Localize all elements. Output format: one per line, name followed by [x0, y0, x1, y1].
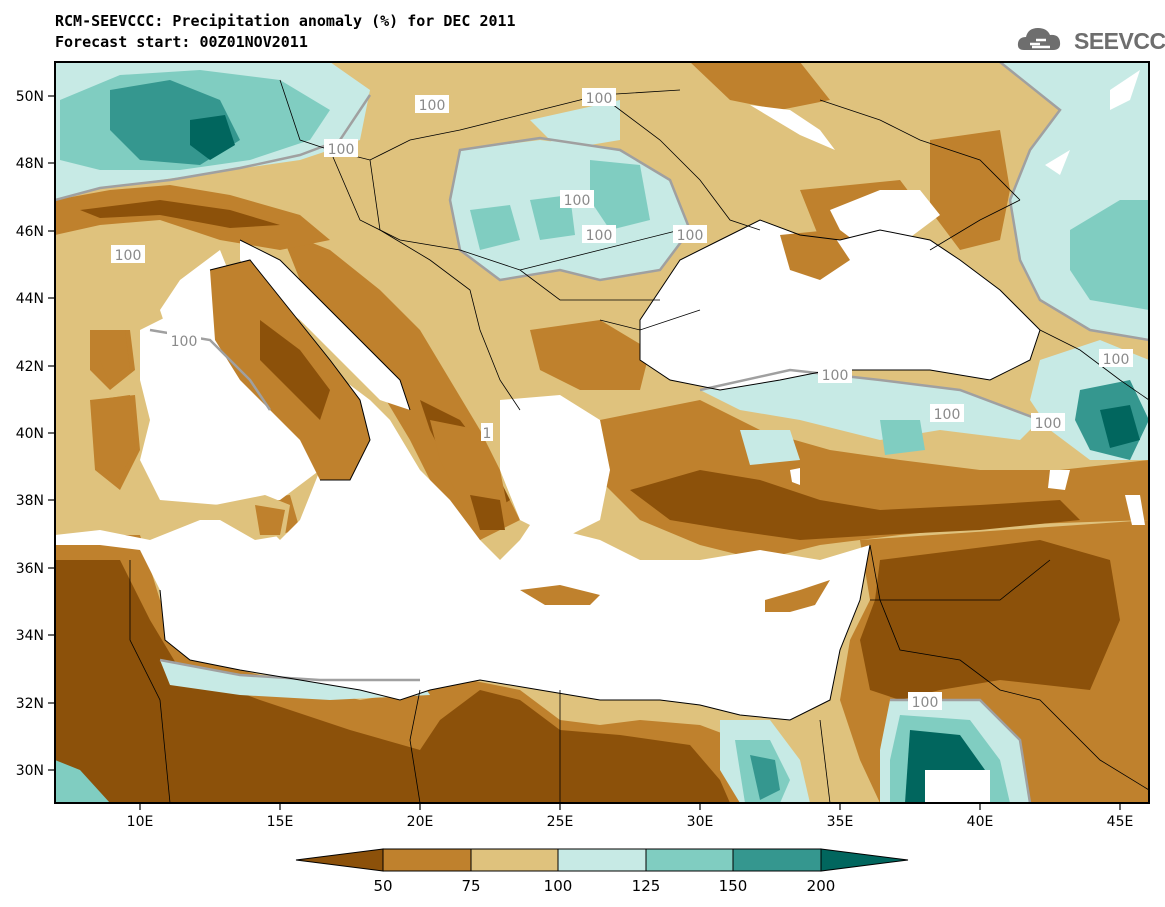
svg-text:100: 100	[419, 98, 446, 114]
svg-text:100: 100	[934, 407, 961, 423]
lat-label-34n: 34N	[16, 628, 44, 644]
svg-text:100: 100	[912, 695, 939, 711]
lon-label-10e: 10E	[127, 814, 154, 830]
longitude-labels: 10E 15E 20E 25E 30E 35E 40E 45E	[127, 814, 1134, 830]
contour-label: 100	[673, 225, 707, 244]
lat-label-32n: 32N	[16, 696, 44, 712]
lat-label-38n: 38N	[16, 493, 44, 509]
colorbar-swatch-below-50	[295, 848, 384, 872]
lon-label-45e: 45E	[1107, 814, 1134, 830]
svg-text:100: 100	[328, 142, 355, 158]
colorbar-label-50: 50	[373, 877, 392, 895]
axis-ticks	[48, 95, 1121, 810]
svg-text:100: 100	[1103, 352, 1130, 368]
colorbar-swatch-125-150	[645, 848, 734, 872]
latitude-labels: 50N 48N 46N 44N 42N 40N 38N 36N 34N 32N …	[16, 89, 44, 779]
lat-label-50n: 50N	[16, 89, 44, 105]
contour-label: 100	[582, 88, 616, 107]
colorbar-label-75: 75	[461, 877, 480, 895]
colorbar-label-100: 100	[544, 877, 573, 895]
lon-label-30e: 30E	[687, 814, 714, 830]
map-fill-layers	[55, 62, 1149, 803]
contour-label: 100	[1031, 413, 1065, 432]
contour-label: 100	[930, 404, 964, 423]
lon-label-20e: 20E	[407, 814, 434, 830]
colorbar-label-200: 200	[807, 877, 836, 895]
lat-label-48n: 48N	[16, 156, 44, 172]
svg-text:100: 100	[171, 334, 198, 350]
map-title: RCM-SEEVCCC: Precipitation anomaly (%) f…	[55, 12, 516, 30]
colorbar: 50 75 100 125 150 200	[295, 848, 909, 895]
lat-label-46n: 46N	[16, 224, 44, 240]
lat-label-42n: 42N	[16, 359, 44, 375]
svg-text:100: 100	[1035, 416, 1062, 432]
colorbar-swatch-100-125	[557, 848, 647, 872]
contour-label: 100	[908, 692, 942, 711]
svg-text:100: 100	[115, 248, 142, 264]
lon-label-40e: 40E	[967, 814, 994, 830]
colorbar-swatch-above-200	[820, 848, 909, 872]
colorbar-swatch-50-75	[382, 848, 472, 872]
contour-label: 100	[167, 331, 201, 350]
lat-label-30n: 30N	[16, 763, 44, 779]
svg-text:100: 100	[677, 228, 704, 244]
contour-label: 100	[818, 365, 852, 384]
colorbar-swatch-75-100	[470, 848, 559, 872]
cloud-icon	[1017, 28, 1061, 50]
colorbar-label-150: 150	[719, 877, 748, 895]
contour-label: 100	[560, 190, 594, 209]
colorbar-swatch-150-200	[732, 848, 822, 872]
lat-label-44n: 44N	[16, 291, 44, 307]
coastlines	[159, 219, 1041, 721]
svg-text:100: 100	[564, 193, 591, 209]
lat-label-36n: 36N	[16, 561, 44, 577]
seevccc-logo: SEEVCCC	[1016, 22, 1165, 56]
contour-label: 100	[415, 95, 449, 114]
lat-label-40n: 40N	[16, 426, 44, 442]
svg-text:100: 100	[586, 91, 613, 107]
colorbar-label-125: 125	[632, 877, 661, 895]
lon-label-25e: 25E	[547, 814, 574, 830]
svg-text:100: 100	[822, 368, 849, 384]
contour-label: 1	[481, 423, 493, 442]
contour-label: 100	[111, 245, 145, 264]
country-borders	[129, 79, 1149, 803]
lon-label-15e: 15E	[267, 814, 294, 830]
lon-label-35e: 35E	[827, 814, 854, 830]
svg-text:1: 1	[483, 426, 492, 442]
contour-labels: 100 100 100 100 100 100 100 100 100 100 …	[111, 88, 1133, 711]
contour-label: 100	[1099, 349, 1133, 368]
contour-label: 100	[582, 225, 616, 244]
svg-text:100: 100	[586, 228, 613, 244]
black-sea	[640, 220, 1040, 390]
contour-label: 100	[324, 139, 358, 158]
forecast-start-label: Forecast start: 00Z01NOV2011	[55, 33, 308, 51]
